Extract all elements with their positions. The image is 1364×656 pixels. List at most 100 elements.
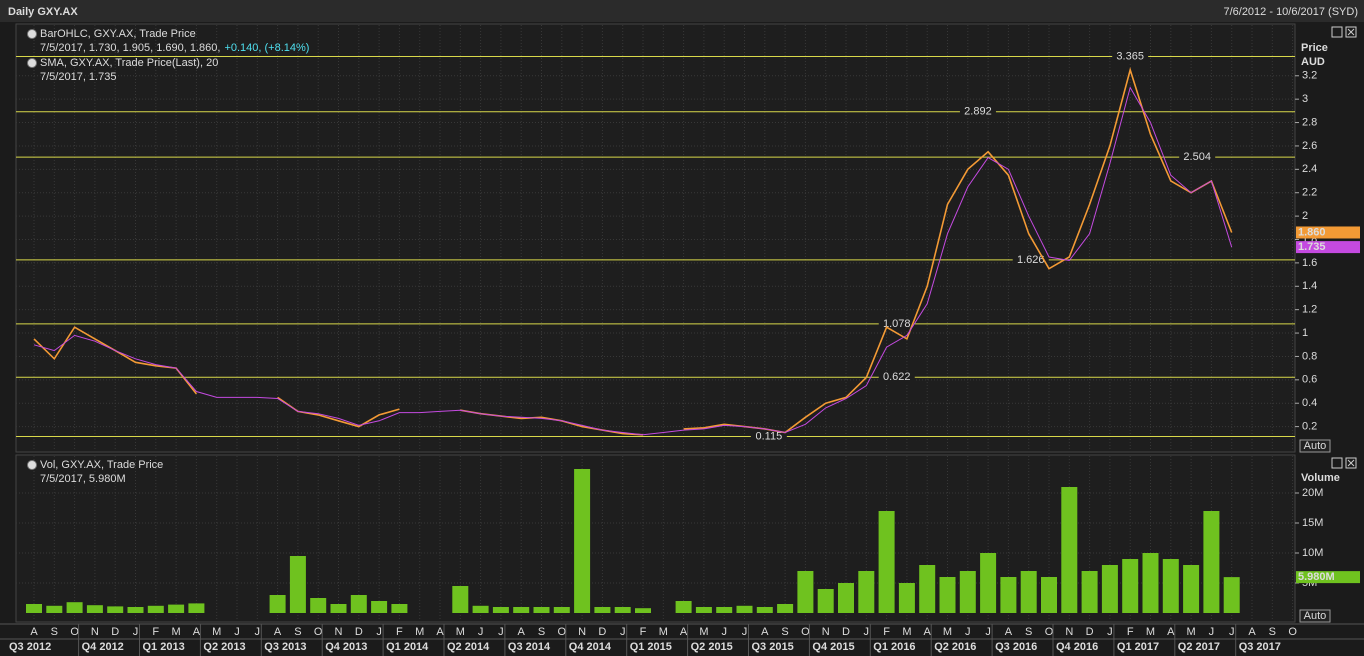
level-label-bg: [750, 430, 787, 443]
legend-change: +0.140, (+8.14%): [224, 42, 309, 54]
x-tick-label: A: [518, 626, 526, 638]
volume-bar: [817, 589, 834, 613]
volume-bar: [1142, 553, 1159, 613]
quarter-label: Q1 2013: [143, 641, 185, 653]
level-label-bg: [878, 371, 915, 384]
auto-button-label: Auto: [1304, 440, 1327, 452]
quarter-label: Q3 2012: [9, 641, 51, 653]
panel-buttons[interactable]: [1331, 26, 1357, 469]
quarter-label: Q2 2017: [1178, 641, 1220, 653]
volume-bar: [1183, 565, 1200, 613]
volume-bar: [1020, 571, 1037, 613]
y-tick-label: 0.6: [1302, 374, 1317, 386]
legend-icon[interactable]: [27, 58, 37, 68]
volume-bar: [350, 595, 367, 613]
volume-bar: [46, 605, 63, 613]
volume-bar: [716, 607, 733, 613]
x-tick-label: D: [1086, 626, 1094, 638]
close-button[interactable]: [1345, 457, 1357, 469]
y-tick-label: 3.2: [1302, 70, 1317, 82]
chart-title: Daily GXY.AX: [8, 6, 78, 18]
legend-name: SMA, GXY.AX, Trade Price(Last), 20: [40, 57, 218, 69]
volume-bar: [513, 607, 530, 613]
x-tick-label: A: [274, 626, 282, 638]
level-label-bg: [878, 317, 915, 330]
x-tick-label: N: [91, 626, 99, 638]
x-tick-label: S: [1269, 626, 1276, 638]
level-label-bg: [1179, 151, 1216, 164]
x-tick-label: S: [51, 626, 58, 638]
y-tick-label: 0.4: [1302, 397, 1317, 409]
quarter-label: Q2 2013: [203, 641, 245, 653]
x-tick-label: M: [1146, 626, 1155, 638]
x-tick-label: J: [234, 626, 240, 638]
x-tick-label: F: [883, 626, 890, 638]
x-tick-label: A: [924, 626, 932, 638]
legend-icon[interactable]: [27, 460, 37, 470]
x-tick-label: F: [1127, 626, 1134, 638]
x-tick-label: M: [902, 626, 911, 638]
x-tick-label: D: [598, 626, 606, 638]
x-tick-label: O: [558, 626, 567, 638]
x-tick-label: S: [1025, 626, 1032, 638]
volume-bar: [1223, 577, 1240, 613]
volume-bar: [1122, 559, 1139, 613]
quarter-label: Q2 2014: [447, 641, 490, 653]
x-tick-label: J: [721, 626, 727, 638]
y-tick-label: 1.2: [1302, 304, 1317, 316]
legend-detail: 7/5/2017, 1.735: [40, 71, 116, 83]
legend-name: Vol, GXY.AX, Trade Price: [40, 459, 163, 471]
volume-bar: [675, 601, 692, 613]
x-tick-label: J: [255, 626, 261, 638]
auto-button[interactable]: [1299, 609, 1331, 623]
y-tick-label: 0.8: [1302, 350, 1317, 362]
x-tick-label: A: [761, 626, 769, 638]
x-tick-label: A: [1248, 626, 1256, 638]
x-tick-label: J: [133, 626, 139, 638]
quarter-label: Q1 2015: [630, 641, 672, 653]
quarter-label: Q3 2016: [995, 641, 1037, 653]
y-axis-label: Volume: [1301, 472, 1340, 484]
volume-bar: [492, 607, 509, 613]
volume-bar: [756, 607, 773, 613]
level-label: 1.078: [883, 318, 911, 330]
close-icon: [1347, 28, 1355, 36]
legend-detail: 7/5/2017, 5.980M: [40, 473, 126, 485]
auto-button[interactable]: [1299, 439, 1331, 453]
quarter-label: Q4 2014: [569, 641, 612, 653]
quarter-label: Q1 2014: [386, 641, 429, 653]
y-axis-label: Price: [1301, 42, 1328, 54]
volume-bar: [797, 571, 814, 613]
quarter-label: Q3 2013: [264, 641, 306, 653]
volume-bar: [66, 602, 83, 613]
x-tick-label: A: [436, 626, 444, 638]
y-tick-label: 2.8: [1302, 116, 1317, 128]
maximize-button[interactable]: [1331, 457, 1343, 469]
volume-bar: [898, 583, 915, 613]
x-tick-label: J: [620, 626, 626, 638]
x-tick-label: M: [943, 626, 952, 638]
close-button[interactable]: [1345, 26, 1357, 38]
level-label: 2.504: [1183, 151, 1211, 163]
maximize-button[interactable]: [1331, 26, 1343, 38]
volume-bar: [1203, 511, 1220, 613]
y-tick-label: 20M: [1302, 487, 1323, 499]
x-tick-label: A: [30, 626, 38, 638]
x-tick-label: N: [822, 626, 830, 638]
volume-bar: [980, 553, 997, 613]
x-tick-label: J: [478, 626, 484, 638]
legend-icon[interactable]: [27, 29, 37, 39]
volume-bar: [1000, 577, 1017, 613]
legend-detail: 7/5/2017, 1.730, 1.905, 1.690, 1.860, +0.…: [40, 42, 309, 54]
last-value-label: 1.735: [1298, 241, 1326, 253]
level-label-bg: [959, 105, 996, 118]
x-tick-label: A: [193, 626, 201, 638]
volume-bar: [269, 595, 286, 613]
x-tick-label: O: [1045, 626, 1054, 638]
legend-values: 7/5/2017, 5.980M: [40, 473, 126, 485]
volume-bar: [1061, 487, 1078, 613]
volume-bar: [594, 607, 611, 613]
x-tick-label: D: [842, 626, 850, 638]
volume-bar: [107, 606, 124, 613]
